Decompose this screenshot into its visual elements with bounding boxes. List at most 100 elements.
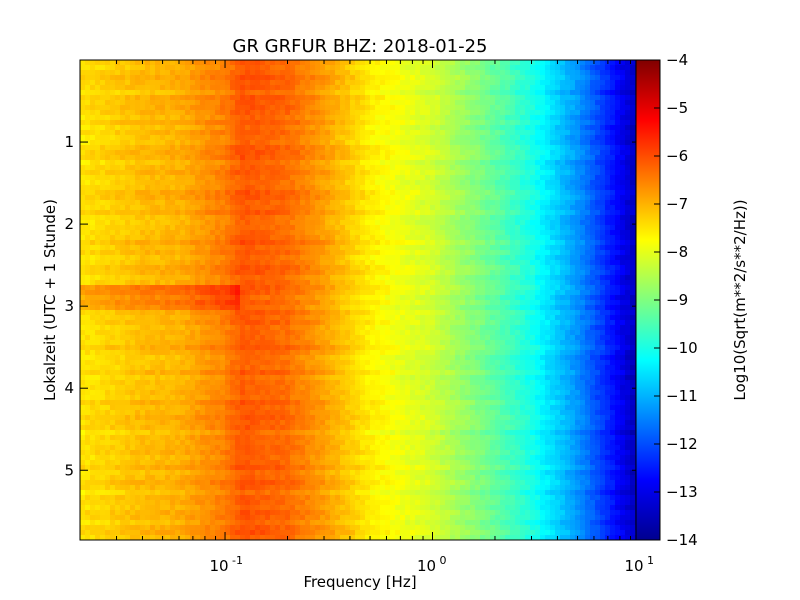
heatmap-cell — [580, 245, 586, 251]
heatmap-cell — [595, 140, 601, 146]
heatmap-cell — [395, 80, 401, 86]
heatmap-cell — [205, 195, 211, 201]
heatmap-cell — [170, 210, 176, 216]
heatmap-cell — [365, 65, 371, 71]
heatmap-cell — [475, 85, 481, 91]
heatmap-cell — [325, 90, 331, 96]
heatmap-cell — [195, 250, 201, 256]
heatmap-cell — [620, 200, 626, 206]
heatmap-cell — [530, 135, 536, 141]
heatmap-cell — [345, 110, 351, 116]
heatmap-cell — [360, 100, 366, 106]
heatmap-cell — [400, 160, 406, 166]
heatmap-cell — [480, 265, 486, 271]
heatmap-cell — [500, 110, 506, 116]
heatmap-cell — [470, 275, 476, 281]
heatmap-cell — [375, 195, 381, 201]
heatmap-cell — [555, 175, 561, 181]
heatmap-cell — [240, 235, 246, 241]
heatmap-cell — [605, 180, 611, 186]
heatmap-cell — [525, 70, 531, 76]
heatmap-cell — [225, 80, 231, 86]
heatmap-cell — [275, 90, 281, 96]
heatmap-cell — [630, 260, 636, 266]
heatmap-cell — [255, 75, 261, 81]
heatmap-cell — [125, 70, 131, 76]
heatmap-cell — [245, 65, 251, 71]
heatmap-cell — [145, 120, 151, 126]
heatmap-cell — [190, 90, 196, 96]
heatmap-cell — [205, 80, 211, 86]
heatmap-cell — [175, 70, 181, 76]
heatmap-cell — [190, 85, 196, 91]
heatmap-cell — [355, 95, 361, 101]
heatmap-cell — [480, 115, 486, 121]
heatmap-cell — [545, 60, 551, 66]
heatmap-cell — [350, 165, 356, 171]
heatmap-cell — [475, 70, 481, 76]
heatmap-cell — [570, 80, 576, 86]
heatmap-cell — [275, 165, 281, 171]
heatmap-cell — [330, 190, 336, 196]
heatmap-cell — [350, 95, 356, 101]
heatmap-cell — [555, 205, 561, 211]
heatmap-cell — [530, 245, 536, 251]
heatmap-cell — [540, 240, 546, 246]
heatmap-cell — [100, 145, 106, 151]
heatmap-cell — [185, 225, 191, 231]
heatmap-cell — [525, 135, 531, 141]
heatmap-cell — [505, 230, 511, 236]
heatmap-cell — [95, 60, 101, 66]
heatmap-cell — [610, 225, 616, 231]
heatmap-cell — [290, 265, 296, 271]
heatmap-cell — [555, 215, 561, 221]
heatmap-cell — [535, 225, 541, 231]
heatmap-cell — [345, 215, 351, 221]
heatmap-cell — [330, 65, 336, 71]
heatmap-cell — [185, 180, 191, 186]
heatmap-cell — [120, 230, 126, 236]
heatmap-cell — [180, 245, 186, 251]
heatmap-cell — [125, 75, 131, 81]
heatmap-cell — [425, 135, 431, 141]
heatmap-cell — [145, 180, 151, 186]
heatmap-cell — [130, 80, 136, 86]
heatmap-cell — [130, 190, 136, 196]
heatmap-cell — [620, 65, 626, 71]
heatmap-cell — [555, 240, 561, 246]
heatmap-cell — [270, 80, 276, 86]
heatmap-cell — [320, 275, 326, 281]
heatmap-cell — [135, 205, 141, 211]
heatmap-cell — [305, 260, 311, 266]
heatmap-cell — [485, 265, 491, 271]
heatmap-cell — [265, 60, 271, 66]
heatmap-cell — [285, 270, 291, 276]
heatmap-cell — [515, 200, 521, 206]
heatmap-cell — [400, 240, 406, 246]
heatmap-cell — [540, 85, 546, 91]
heatmap-cell — [160, 215, 166, 221]
heatmap-cell — [460, 115, 466, 121]
heatmap-cell — [345, 165, 351, 171]
heatmap-cell — [315, 220, 321, 226]
heatmap-cell — [220, 265, 226, 271]
heatmap-cell — [460, 160, 466, 166]
heatmap-cell — [475, 210, 481, 216]
heatmap-cell — [405, 155, 411, 161]
heatmap-cell — [595, 85, 601, 91]
heatmap-cell — [410, 65, 416, 71]
heatmap-cell — [390, 155, 396, 161]
heatmap-cell — [125, 220, 131, 226]
heatmap-cell — [290, 65, 296, 71]
heatmap-cell — [210, 250, 216, 256]
heatmap-cell — [380, 255, 386, 261]
heatmap-cell — [500, 190, 506, 196]
heatmap-cell — [180, 225, 186, 231]
heatmap-cell — [265, 225, 271, 231]
heatmap-cell — [220, 190, 226, 196]
heatmap-cell — [85, 110, 91, 116]
heatmap-cell — [335, 75, 341, 81]
heatmap-cell — [100, 85, 106, 91]
heatmap-cell — [405, 110, 411, 116]
heatmap-cell — [415, 185, 421, 191]
